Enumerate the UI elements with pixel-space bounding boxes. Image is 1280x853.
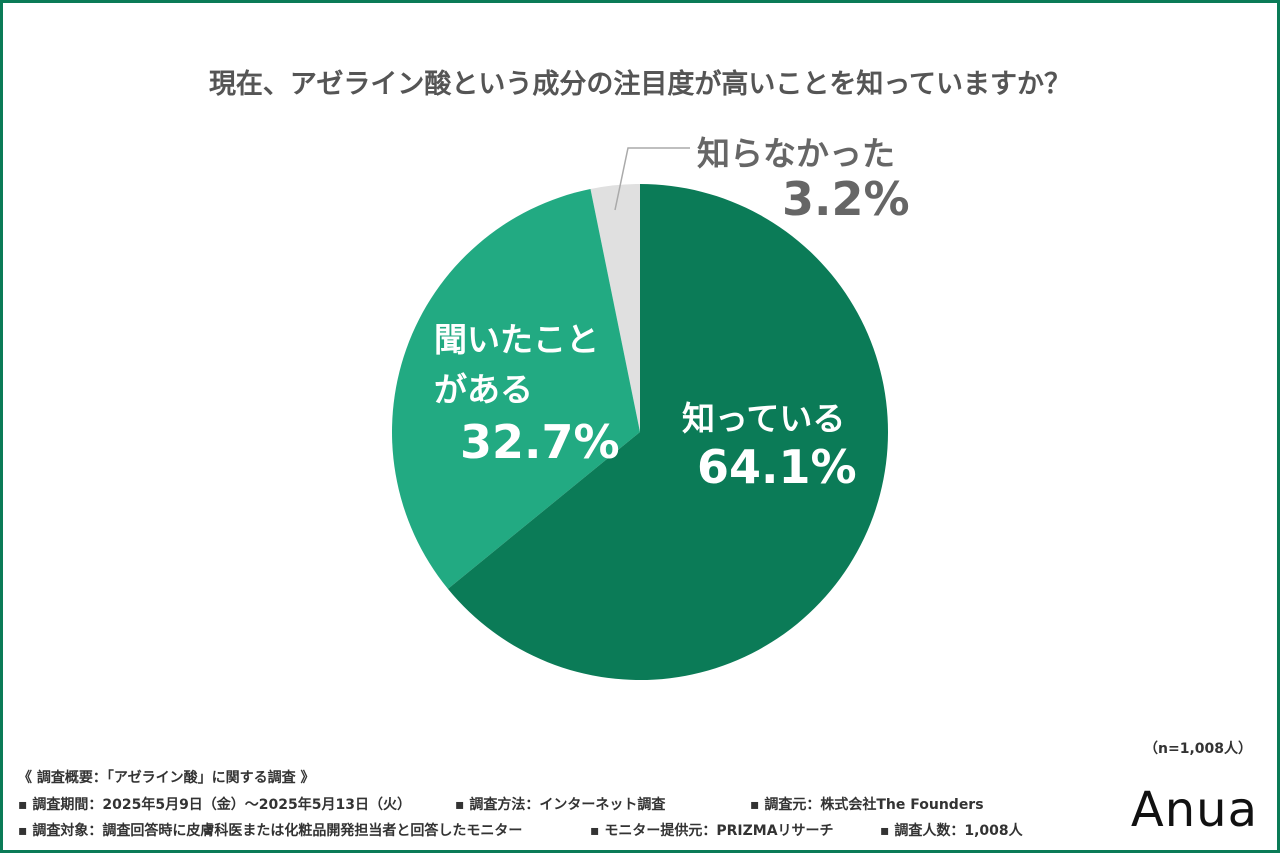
slice-label: 聞いたことがある bbox=[434, 320, 599, 409]
survey-note: ▪ モニター提供元：PRIZMAリサーチ bbox=[590, 823, 834, 839]
pie-slice bbox=[447, 184, 889, 681]
survey-note: ▪ 調査元：株式会社The Founders bbox=[750, 797, 984, 813]
sample-size: （n=1,008人） bbox=[1144, 741, 1252, 757]
brand-logo: Anua bbox=[1130, 782, 1258, 838]
value-label: 32.7% bbox=[460, 415, 620, 469]
survey-note: ▪ 調査人数：1,008人 bbox=[880, 823, 1023, 839]
survey-note: ▪ 調査期間：2025年5月9日（金）～2025年5月13日（火） bbox=[18, 797, 411, 813]
survey-note: ▪ 調査対象：調査回答時に皮膚科医または化粧品開発担当者と回答したモニター bbox=[18, 823, 523, 839]
slice-label: 知らなかった bbox=[697, 134, 895, 173]
survey-note: ▪ 調査方法：インターネット調査 bbox=[455, 797, 666, 813]
pie-slice bbox=[392, 188, 640, 589]
slice-label: 知っている bbox=[682, 399, 846, 438]
notes-heading: 《 調査概要：「アゼライン酸」に関する調査 》 bbox=[18, 770, 315, 786]
leader-line bbox=[614, 147, 690, 211]
value-label: 3.2% bbox=[782, 172, 910, 226]
chart-title: 現在、アゼライン酸という成分の注目度が高いことを知っていますか？ bbox=[208, 69, 1072, 100]
value-label: 64.1% bbox=[697, 440, 857, 494]
pie-slice bbox=[590, 184, 640, 432]
